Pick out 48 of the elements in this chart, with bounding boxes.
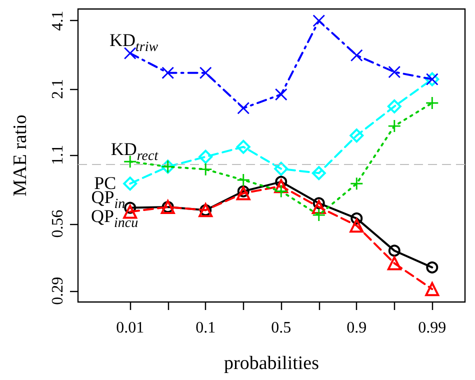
point	[237, 185, 250, 198]
y-tick-label: 0.29	[50, 276, 66, 305]
point	[236, 140, 250, 154]
point	[275, 176, 288, 188]
x-tick-label: 0.5	[271, 320, 292, 336]
point	[426, 261, 438, 274]
point	[275, 88, 288, 100]
point	[350, 128, 364, 143]
point	[200, 163, 212, 176]
point	[387, 99, 402, 114]
y-axis-title: MAE ratio	[10, 114, 31, 196]
point	[388, 244, 400, 257]
point	[387, 256, 402, 270]
point	[275, 185, 288, 198]
point	[274, 179, 288, 194]
point	[198, 150, 213, 164]
series-label: KD$_{rect}$	[110, 138, 158, 164]
point	[162, 66, 174, 79]
point	[124, 156, 136, 168]
y-tick-label: 0.56	[50, 210, 66, 238]
point	[312, 200, 326, 214]
point	[236, 186, 250, 200]
point	[123, 176, 138, 191]
x-tick-label: 0.99	[418, 320, 446, 336]
y-tick-label: 4.1	[50, 10, 66, 31]
point	[312, 14, 325, 27]
point	[237, 102, 250, 114]
point	[124, 47, 136, 60]
point	[124, 202, 136, 214]
point	[388, 66, 400, 78]
point	[350, 49, 363, 62]
point	[312, 209, 325, 222]
point	[350, 178, 363, 190]
point	[425, 282, 440, 296]
x-tick-label: 0.01	[116, 320, 144, 336]
point	[350, 218, 364, 233]
point	[274, 162, 288, 176]
point	[312, 197, 325, 210]
point	[388, 120, 400, 132]
point	[350, 212, 363, 224]
y-tick-label: 2.1	[50, 78, 66, 99]
point	[312, 166, 326, 180]
series-label: KD$_{triw}$	[110, 30, 158, 56]
y-tick-label: 1.1	[50, 144, 66, 165]
x-axis-title: probabilities	[224, 353, 319, 374]
x-tick-label: 0.9	[346, 320, 367, 336]
point	[200, 66, 212, 79]
x-tick-label: 0.1	[196, 320, 216, 336]
